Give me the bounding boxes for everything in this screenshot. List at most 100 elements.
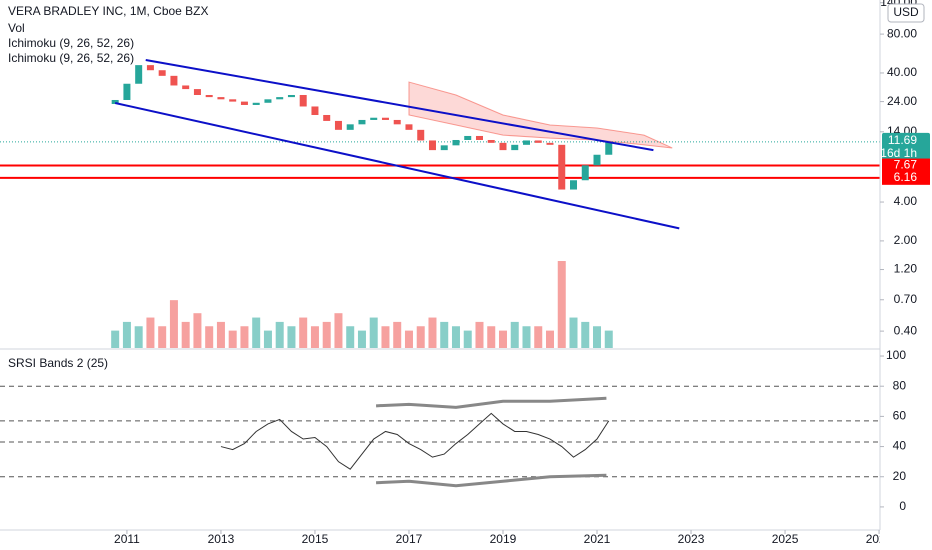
candle-body (475, 135, 483, 140)
volume-bar (381, 326, 390, 348)
volume-bar (169, 300, 178, 348)
y-tick-label: 20 (893, 469, 907, 483)
volume-bar (310, 326, 319, 348)
candle-body (111, 99, 119, 104)
candle-body (487, 139, 495, 143)
currency-label: USD (893, 5, 919, 19)
volume-bar (122, 321, 131, 348)
y-tick-label: 40.00 (887, 65, 917, 79)
volume-bar (487, 326, 496, 348)
candle-body (193, 89, 201, 95)
y-tick-label: 40 (893, 439, 907, 453)
chart-title: VERA BRADLEY INC, 1M, Cboe BZX (8, 4, 209, 18)
candle-body (593, 154, 601, 166)
last-price-label: 11.69 (888, 133, 917, 147)
candle-body (570, 180, 578, 190)
candle-body (252, 102, 260, 105)
candle-body (123, 83, 131, 100)
candle-body (393, 119, 401, 125)
candle-body (240, 101, 248, 105)
candle-body (264, 99, 272, 103)
volume-bar (111, 330, 120, 348)
volume-bar (393, 321, 402, 348)
candle-body (158, 70, 166, 76)
srsi-line (220, 412, 610, 470)
x-tick-label: 2013 (208, 532, 235, 546)
volume-bar (228, 330, 237, 348)
trend-channel-line (114, 102, 680, 230)
volume-bar (604, 330, 613, 348)
candle-body (428, 140, 436, 151)
trend-channel-line (145, 59, 654, 152)
volume-bar (181, 321, 190, 348)
volume-bar (498, 330, 507, 348)
x-tick-label: 2025 (772, 532, 799, 546)
volume-bar (475, 321, 484, 348)
volume-bar (322, 321, 331, 348)
x-tick-label: 2017 (396, 532, 423, 546)
volume-bar (205, 326, 214, 348)
candle-body (405, 124, 413, 130)
srsi-band (375, 396, 607, 409)
candle-body (299, 94, 307, 107)
hline-label: 7.67 (894, 158, 918, 172)
indicator-label: Vol (8, 21, 25, 35)
volume-bar (346, 326, 355, 348)
x-tick-label: 2021 (584, 532, 611, 546)
volume-bar (275, 321, 284, 348)
volume-bar (546, 330, 554, 348)
candle-body (558, 144, 566, 190)
candle-body (358, 119, 366, 125)
candle-body (440, 145, 448, 151)
indicator-label: Ichimoku (9, 26, 52, 26) (8, 36, 134, 50)
volume-bar (193, 313, 202, 348)
candle-body (205, 94, 213, 98)
volume-bar (569, 317, 578, 348)
volume-bar (334, 313, 343, 348)
candle-body (287, 94, 295, 98)
y-tick-label: 0.40 (894, 323, 918, 337)
y-tick-label: 0.70 (894, 292, 918, 306)
volume-bar (581, 321, 590, 348)
pane-title: SRSI Bands 2 (25) (8, 356, 108, 370)
candle-body (135, 65, 143, 84)
volume-bar (357, 330, 366, 348)
countdown-label: 16d 1h (880, 146, 917, 160)
y-tick-label: 0 (899, 499, 906, 513)
candle-body (417, 129, 425, 141)
candle-body (346, 124, 354, 130)
volume-bar (158, 326, 167, 348)
volume-bar (522, 326, 531, 348)
hline-label: 6.16 (894, 170, 918, 184)
x-tick-label: 2015 (302, 532, 329, 546)
y-tick-label: 60 (893, 409, 907, 423)
candle-body (511, 144, 519, 151)
volume-bar (510, 321, 519, 348)
y-tick-label: 4.00 (894, 194, 918, 208)
y-tick-label: 1.20 (894, 262, 918, 276)
volume-bar (134, 326, 143, 348)
candle-body (534, 140, 542, 143)
candle-body (499, 142, 507, 151)
candle-body (546, 142, 554, 145)
candle-body (464, 135, 472, 140)
volume-bar (240, 326, 249, 348)
x-tick-label: 2011 (114, 532, 140, 546)
hline-box (882, 158, 930, 173)
candle-body (323, 114, 331, 121)
candle-body (452, 139, 460, 146)
candle-body (311, 106, 319, 115)
candle-body (170, 75, 178, 86)
x-tick-label: 2019 (490, 532, 517, 546)
candle-body (229, 99, 237, 102)
candle-body (182, 85, 190, 90)
candle-body (605, 141, 613, 155)
volume-bar (146, 317, 155, 348)
hline-box (882, 170, 930, 185)
volume-bar (557, 261, 566, 348)
price-axis-panel (880, 0, 932, 550)
volume-bar (428, 317, 437, 348)
candle-body (581, 165, 589, 181)
candle-body (381, 117, 389, 120)
